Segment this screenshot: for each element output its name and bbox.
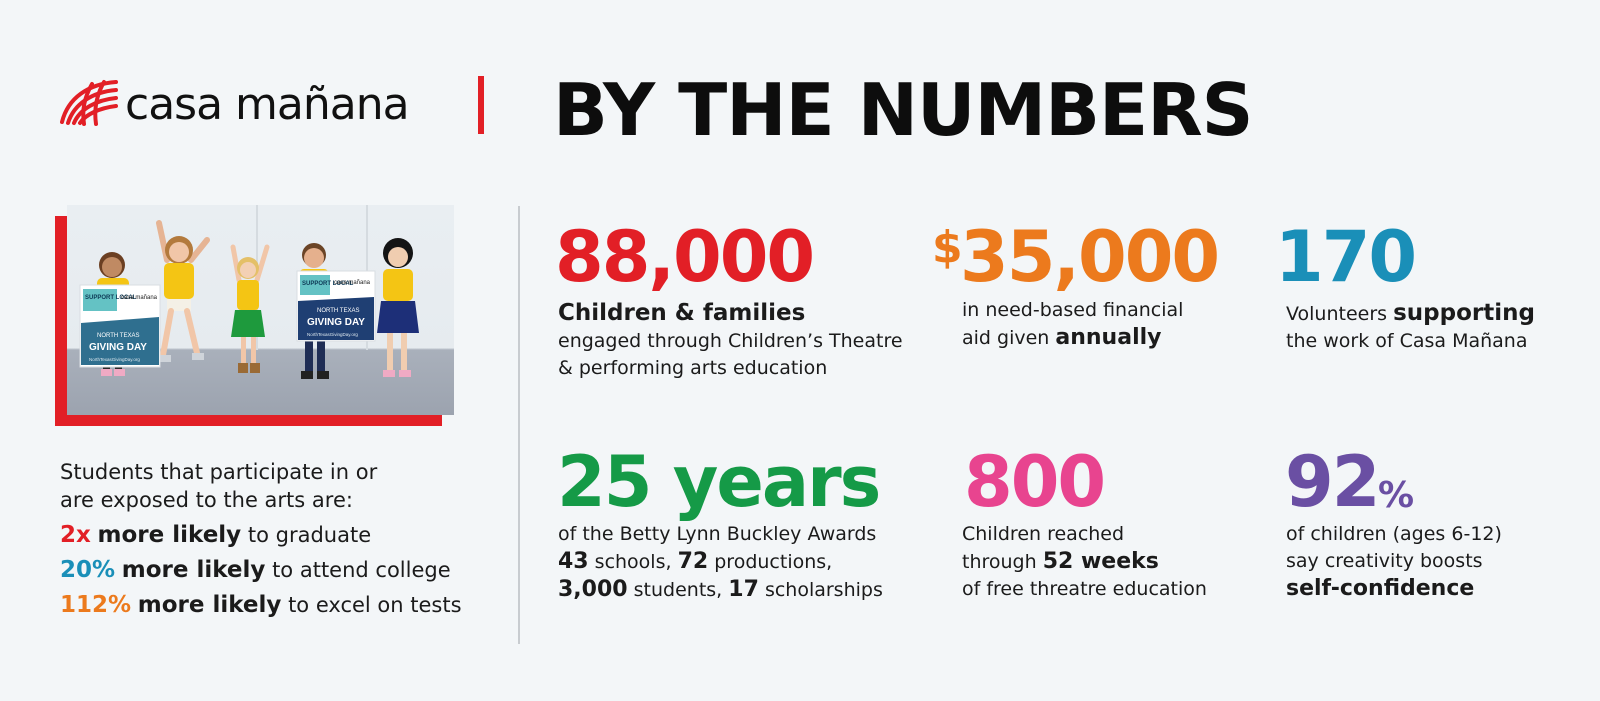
arts-item-rest: to attend college — [272, 558, 451, 582]
productions-label: productions, — [714, 551, 833, 573]
casa-manana-logo-icon — [60, 80, 118, 126]
children-stat-label: Children & families — [558, 300, 806, 326]
years-stat-desc: of the Betty Lynn Buckley Awards 43 scho… — [558, 521, 883, 604]
reached-stat-value: 800 — [964, 441, 1106, 523]
aid-stat-currency: $ — [932, 222, 963, 273]
volunteers-stat-value: 170 — [1275, 216, 1417, 298]
confidence-stat-value: 92 — [1285, 441, 1380, 523]
svg-text:SUPPORT LOCAL: SUPPORT LOCAL — [85, 295, 137, 301]
aid-stat-desc: in need-based financial aid given annual… — [962, 297, 1183, 352]
kids-illustration: SUPPORT LOCAL casa mañana NORTH TEXAS GI… — [79, 205, 419, 379]
arts-intro-line-2: are exposed to the arts are: — [60, 488, 353, 512]
students-label: students, — [633, 579, 723, 601]
reached-stat-emphasis: 52 weeks — [1042, 549, 1159, 574]
aid-stat-line2: aid given — [962, 327, 1050, 349]
arts-item-bold: more likely — [121, 557, 266, 583]
reached-stat-desc: Children reached through 52 weeks of fre… — [962, 521, 1207, 603]
arts-item-rest: to excel on tests — [288, 593, 462, 617]
children-stat-desc: Children & families engaged through Chil… — [558, 300, 903, 382]
scholarships-label: scholarships — [764, 579, 883, 601]
arts-intro-line-1: Students that participate in or — [60, 460, 378, 484]
page-title: BY THE NUMBERS — [553, 68, 1253, 152]
confidence-stat-line2: say creativity boosts — [1286, 550, 1483, 572]
title-separator — [478, 76, 484, 134]
svg-text:NORTH TEXAS: NORTH TEXAS — [97, 333, 139, 339]
confidence-stat-emphasis: self-confidence — [1286, 576, 1475, 601]
reached-stat-line1: Children reached — [962, 523, 1125, 545]
brand-wordmark: casa mañana — [125, 79, 410, 130]
svg-text:SUPPORT LOCAL: SUPPORT LOCAL — [302, 281, 354, 287]
column-divider — [518, 206, 520, 644]
reached-stat-line3: of free threatre education — [962, 578, 1207, 600]
aid-stat-line1: in need-based financial — [962, 299, 1184, 321]
scholarships-count: 17 — [728, 577, 759, 602]
svg-text:GIVING DAY: GIVING DAY — [307, 317, 365, 328]
confidence-stat-line1: of children (ages 6-12) — [1286, 523, 1502, 545]
arts-benefits: Students that participate in or are expo… — [60, 458, 500, 619]
svg-text:casa mañana: casa mañana — [121, 295, 158, 301]
arts-item-rest: to graduate — [247, 523, 372, 547]
svg-text:GIVING DAY: GIVING DAY — [89, 342, 147, 353]
schools-count: 43 — [558, 549, 589, 574]
confidence-stat-desc: of children (ages 6-12) say creativity b… — [1286, 521, 1502, 603]
svg-text:NorthTexasGivingDay.org: NorthTexasGivingDay.org — [307, 332, 358, 337]
giving-day-sign-left: SUPPORT LOCAL casa mañana NORTH TEXAS GI… — [79, 284, 161, 368]
volunteers-stat-emphasis: supporting — [1393, 300, 1535, 326]
years-stat-value: 25 years — [557, 441, 881, 523]
volunteers-stat-line2: the work of Casa Mañana — [1286, 330, 1528, 352]
arts-item-bold: more likely — [137, 592, 282, 618]
students-count: 3,000 — [558, 577, 628, 602]
arts-item-value: 112% — [60, 592, 132, 618]
children-stat-value: 88,000 — [555, 216, 815, 298]
arts-item-value: 20% — [60, 557, 116, 583]
svg-text:NorthTexasGivingDay.org: NorthTexasGivingDay.org — [89, 357, 140, 362]
volunteers-stat-line1: Volunteers — [1286, 303, 1388, 325]
aid-stat-value: 35,000 — [960, 216, 1220, 298]
arts-item: 20% more likely to attend college — [60, 556, 500, 584]
reached-stat-line2: through — [962, 551, 1037, 573]
arts-item-value: 2x — [60, 522, 91, 548]
arts-item-bold: more likely — [97, 522, 242, 548]
volunteers-stat-desc: Volunteers supporting the work of Casa M… — [1286, 300, 1535, 355]
confidence-stat-percent: % — [1378, 475, 1414, 516]
giving-day-sign-right: SUPPORT LOCAL casa mañana NORTH TEXAS GI… — [296, 270, 376, 342]
svg-text:NORTH TEXAS: NORTH TEXAS — [317, 308, 359, 314]
arts-item: 2x more likely to graduate — [60, 521, 500, 549]
arts-item: 112% more likely to excel on tests — [60, 591, 500, 619]
svg-text:casa mañana: casa mañana — [334, 280, 371, 286]
schools-label: schools, — [594, 551, 672, 573]
productions-count: 72 — [677, 549, 709, 574]
kids-photo: SUPPORT LOCAL casa mañana NORTH TEXAS GI… — [67, 205, 454, 415]
children-stat-line2: & performing arts education — [558, 357, 828, 379]
aid-stat-emphasis: annually — [1055, 325, 1162, 350]
children-stat-line1: engaged through Children’s Theatre — [558, 330, 903, 352]
years-stat-line1: of the Betty Lynn Buckley Awards — [558, 523, 877, 545]
